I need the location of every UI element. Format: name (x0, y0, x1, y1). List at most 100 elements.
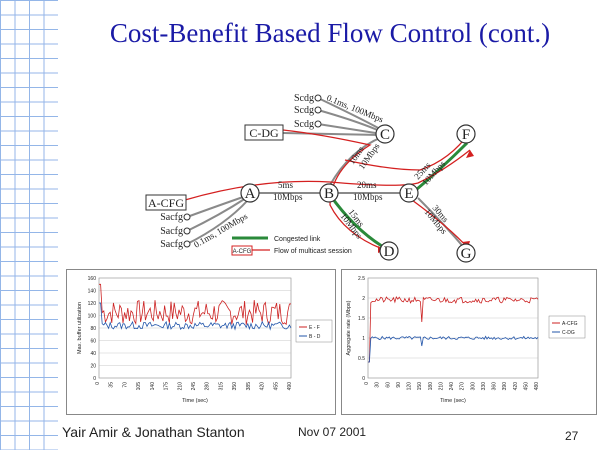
link-c-top (317, 97, 383, 131)
node-a-label: A (245, 186, 256, 202)
sender-left-3-label: Sacfg (160, 239, 183, 250)
node-c (375, 124, 395, 144)
x-tick-label: 330 (481, 382, 487, 391)
sender-left-1-label: Sacfg (160, 212, 183, 223)
sender-left-2-label: Sacfg (160, 226, 183, 237)
node-g (456, 243, 476, 263)
link-label-ab-bw: 10Mbps (273, 192, 303, 202)
legend-flow-label: Flow of multicast session (274, 248, 352, 255)
sender-top-2-icon (314, 106, 322, 114)
x-tick-label: 490 (287, 382, 293, 391)
x-axis-label: Time (sec) (182, 398, 208, 404)
sender-left-3-icon (183, 240, 191, 248)
sender-top-3-label: Scdg (294, 119, 314, 130)
x-tick-label: 0 (95, 382, 101, 385)
x-tick-label: 35 (109, 382, 115, 388)
x-tick-label: 175 (164, 382, 170, 391)
sender-top-3-icon (314, 120, 322, 128)
y-tick-label: 120 (88, 301, 97, 307)
legend-label: C-DG (562, 330, 575, 336)
sender-left-2-icon (183, 227, 191, 235)
sender-top-2-label: Scdg (294, 105, 314, 116)
y-tick-label: 40 (90, 351, 96, 357)
link-b-d-congested (328, 194, 386, 250)
sender-top-1-icon (314, 94, 322, 102)
legend-flow-box-label: A-CFG (233, 249, 252, 255)
x-tick-label: 480 (534, 382, 540, 391)
node-d-label: D (384, 244, 395, 260)
x-tick-label: 140 (150, 382, 156, 391)
link-label-be-bw: 10Mbps (353, 192, 383, 202)
x-tick-label: 30 (375, 382, 381, 388)
x-tick-label: 210 (438, 382, 444, 391)
y-axis-label: Aggregate rate (Mbps) (346, 300, 352, 355)
y-tick-label: 80 (90, 326, 96, 332)
x-tick-label: 60 (385, 382, 391, 388)
group-cdg-label: C-DG (249, 126, 279, 140)
x-tick-label: 390 (502, 382, 508, 391)
y-tick-label: 160 (88, 276, 97, 282)
x-tick-label: 350 (232, 382, 238, 391)
page-number: 27 (565, 429, 579, 443)
node-a (240, 183, 260, 203)
x-tick-label: 455 (273, 382, 279, 391)
decorative-grid (0, 0, 58, 450)
chart-aggregate-rate: 0 0.5 1 1.5 2 2.5 0 30 60 90 120 150 180 210 240 270 300… (341, 269, 597, 415)
x-tick-label: 420 (513, 382, 519, 391)
y-tick-label: 100 (88, 314, 97, 320)
series-a-cfg (368, 296, 539, 363)
y-tick-label: 20 (90, 364, 96, 370)
sender-top-1-label: Scdg (294, 93, 314, 104)
series-e-f (99, 283, 292, 326)
link-label-left-access: 0.1ms, 100Mbps (192, 211, 250, 250)
node-b-label: B (324, 186, 334, 202)
x-tick-label: 245 (191, 382, 197, 391)
y-tick-label: 2 (362, 296, 365, 302)
x-tick-label: 105 (136, 382, 142, 391)
link-a-3 (186, 199, 249, 245)
group-acfg-box (145, 194, 187, 211)
y-tick-label: 60 (90, 339, 96, 345)
plot-area (367, 277, 539, 379)
x-tick-label: 240 (449, 382, 455, 391)
y-tick-label: 0.5 (358, 356, 365, 362)
x-tick-label: 450 (523, 382, 529, 391)
y-tick-label: 1.5 (358, 316, 365, 322)
node-b (319, 183, 339, 203)
y-tick-label: 1 (362, 336, 365, 342)
node-d (379, 241, 399, 261)
page-title: Cost-Benefit Based Flow Control (cont.) (109, 18, 551, 48)
x-tick-label: 420 (260, 382, 266, 391)
link-cdg-c (282, 132, 381, 136)
link-label-top-access: 0.1ms, 100Mbps (325, 93, 385, 125)
y-tick-label: 2.5 (358, 276, 365, 282)
link-a-1 (186, 195, 247, 218)
link-c-bottom (317, 123, 383, 135)
node-e (399, 183, 419, 203)
series-b-d (99, 302, 292, 331)
legend-label: E - F (309, 325, 320, 331)
footer-date: Nov 07 2001 (298, 425, 367, 439)
arrow-f (466, 150, 474, 158)
link-label-be-delay: 20ms (357, 180, 377, 190)
x-tick-label: 120 (407, 382, 413, 391)
y-tick-label: 0 (93, 376, 96, 382)
node-e-label: E (404, 186, 413, 202)
legend-label: A-CFG (562, 321, 578, 327)
series-c-dg (368, 335, 539, 363)
link-label-ab-delay: 5ms (278, 180, 294, 190)
y-axis-label: Max. buffer utilization (77, 302, 83, 354)
x-tick-label: 180 (428, 382, 434, 391)
x-tick-label: 90 (396, 382, 402, 388)
y-tick-label: 140 (88, 289, 97, 295)
x-tick-label: 270 (460, 382, 466, 391)
x-tick-label: 300 (470, 382, 476, 391)
x-tick-label: 360 (492, 382, 498, 391)
x-tick-label: 385 (246, 382, 252, 391)
x-tick-label: 210 (177, 382, 183, 391)
link-b-c (329, 136, 383, 186)
node-g-label: G (461, 246, 472, 262)
x-tick-label: 280 (205, 382, 211, 391)
link-a-2 (186, 197, 247, 232)
legend-label: B - D (309, 334, 321, 340)
